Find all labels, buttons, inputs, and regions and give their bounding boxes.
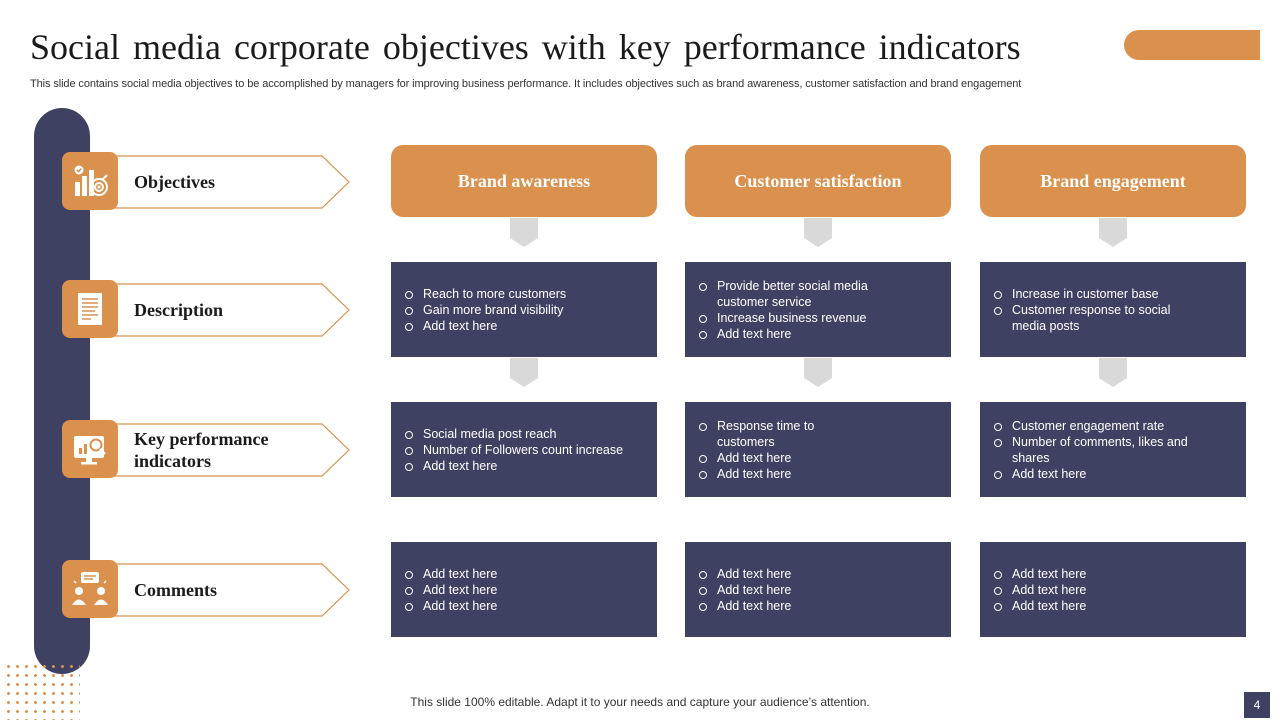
list-item: Response time to customers (697, 418, 847, 450)
list-item: Add text here (697, 326, 897, 342)
list-item: Add text here (403, 318, 566, 334)
list-item: Provide better social media customer ser… (697, 278, 897, 310)
list-item: Increase business revenue (697, 310, 897, 326)
page-number: 4 (1244, 692, 1270, 718)
column-header-customer-satisfaction: Customer satisfaction (685, 145, 951, 217)
list-item: Add text here (992, 582, 1086, 598)
row-label-kpi: Key performance indicators (62, 420, 350, 478)
list-item: Add text here (403, 598, 497, 614)
down-arrow-connector (510, 358, 538, 387)
list-item: Customer response to social media posts (992, 302, 1202, 334)
comments-cell-customer-satisfaction: Add text here Add text here Add text her… (685, 542, 951, 637)
target-chart-icon (62, 152, 118, 210)
description-cell-brand-awareness: Reach to more customers Gain more brand … (391, 262, 657, 357)
slide-title: Social media corporate objectives with k… (30, 27, 1021, 67)
list-item: Reach to more customers (403, 286, 566, 302)
slide-footer: This slide 100% editable. Adapt it to yo… (410, 695, 870, 709)
list-item: Gain more brand visibility (403, 302, 566, 318)
row-label-description: Description (62, 280, 350, 338)
row-label-comments: Comments (62, 560, 350, 618)
list-item: Add text here (697, 466, 847, 482)
kpi-cell-brand-awareness: Social media post reach Number of Follow… (391, 402, 657, 497)
column-header-brand-engagement: Brand engagement (980, 145, 1246, 217)
description-cell-brand-engagement: Increase in customer base Customer respo… (980, 262, 1246, 357)
list-item: Add text here (992, 598, 1086, 614)
list-item: Number of Followers count increase (403, 442, 623, 458)
decorative-dot-grid (4, 662, 80, 720)
row-label-text: Objectives (134, 172, 215, 192)
list-item: Number of comments, likes and shares (992, 434, 1217, 466)
list-item: Add text here (403, 582, 497, 598)
description-cell-customer-satisfaction: Provide better social media customer ser… (685, 262, 951, 357)
list-item: Add text here (992, 466, 1217, 482)
title-accent-bar (1124, 30, 1260, 60)
down-arrow-connector (804, 218, 832, 247)
down-arrow-connector (1099, 358, 1127, 387)
list-item: Add text here (992, 566, 1086, 582)
comments-cell-brand-awareness: Add text here Add text here Add text her… (391, 542, 657, 637)
list-item: Add text here (403, 566, 497, 582)
list-item: Customer engagement rate (992, 418, 1217, 434)
down-arrow-connector (1099, 218, 1127, 247)
column-header-brand-awareness: Brand awareness (391, 145, 657, 217)
list-item: Add text here (697, 582, 791, 598)
row-label-text: Comments (134, 580, 217, 600)
row-label-objectives: Objectives (62, 152, 350, 210)
list-item: Social media post reach (403, 426, 623, 442)
slide-subtitle: This slide contains social media objecti… (30, 78, 1022, 90)
down-arrow-connector (510, 218, 538, 247)
comments-cell-brand-engagement: Add text here Add text here Add text her… (980, 542, 1246, 637)
down-arrow-connector (804, 358, 832, 387)
chat-people-icon (62, 560, 118, 618)
list-item: Add text here (697, 566, 791, 582)
list-item: Increase in customer base (992, 286, 1202, 302)
list-item: Add text here (403, 458, 623, 474)
list-item: Add text here (697, 450, 847, 466)
document-icon (62, 280, 118, 338)
kpi-cell-customer-satisfaction: Response time to customers Add text here… (685, 402, 951, 497)
row-label-text: Key performance indicators (134, 429, 269, 471)
monitor-analytics-icon (62, 420, 118, 478)
row-label-text: Description (134, 300, 223, 320)
kpi-cell-brand-engagement: Customer engagement rate Number of comme… (980, 402, 1246, 497)
list-item: Add text here (697, 598, 791, 614)
